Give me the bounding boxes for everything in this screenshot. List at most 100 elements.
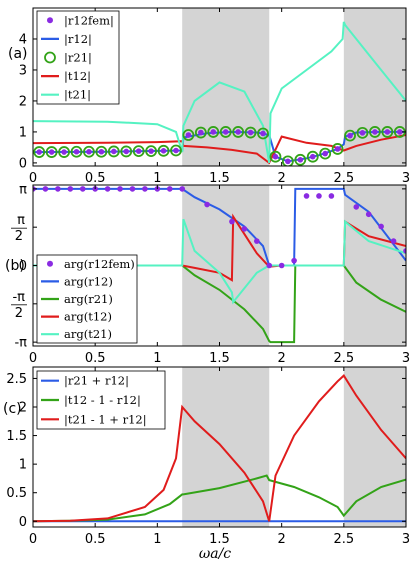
circle-marker — [281, 155, 294, 166]
y-tick-label: 4 — [19, 32, 27, 47]
fem-point — [198, 129, 204, 136]
circle-marker — [157, 144, 170, 157]
fem-point — [285, 158, 291, 165]
circle-marker — [306, 150, 319, 163]
circle-marker — [83, 145, 95, 158]
circle-marker — [194, 126, 207, 139]
fem-point — [272, 153, 279, 160]
y-tick-label: -π — [12, 290, 25, 305]
fem-point — [117, 186, 123, 192]
legend-label: |r12| — [64, 32, 92, 47]
legend-label: |t21| — [64, 88, 91, 103]
legend-label: arg(r12fem) — [64, 257, 135, 271]
fem-point — [316, 193, 322, 199]
y-tick-label: 2 — [15, 306, 23, 321]
fem-point — [55, 186, 61, 192]
legend: |r21 + r12| |t12 - 1 - r12| |t21 - 1 + r12… — [36, 370, 166, 430]
circle-marker — [170, 144, 182, 157]
x-tick-label: 1.5 — [209, 532, 230, 547]
legend-label: |r21| — [64, 51, 92, 66]
fem-point — [303, 193, 310, 199]
y-tick-label: π — [19, 182, 27, 197]
panel-a: 0 0.5 1 1.5 2 2.5 301234(a)|r12fem||r12||r21||… — [8, 7, 410, 186]
fem-point — [253, 238, 260, 244]
legend-swatch — [47, 260, 53, 267]
fem-point — [222, 129, 229, 135]
fem-point — [73, 148, 80, 155]
fem-point — [129, 186, 136, 192]
fem-point — [111, 148, 117, 155]
circle-marker — [294, 153, 307, 166]
y-tick-label: 2.5 — [6, 372, 27, 387]
circle-marker — [232, 126, 245, 138]
legend-label: |t12| — [64, 69, 91, 84]
x-tick-label: 1 — [153, 351, 161, 366]
x-tick-label: 0.5 — [85, 351, 106, 366]
fem-point — [384, 129, 391, 135]
legend-label: arg(t12) — [64, 310, 112, 324]
fem-point — [390, 238, 397, 244]
x-tick-label: 2.5 — [333, 351, 354, 366]
y-tick-label: 1.5 — [6, 429, 27, 444]
fem-point — [372, 129, 378, 135]
x-tick-label: 3 — [402, 171, 410, 186]
fem-point — [396, 129, 403, 135]
fem-point — [173, 147, 179, 154]
fem-point — [266, 262, 273, 269]
x-tick-label: 1.5 — [209, 351, 230, 366]
fem-point — [291, 257, 297, 264]
legend-label: |r12fem| — [64, 13, 114, 28]
fem-point — [353, 204, 360, 210]
y-tick-label: 2 — [19, 94, 27, 109]
x-tick-label: 0 — [29, 351, 37, 366]
y-tick-label: 1 — [19, 458, 27, 473]
y-tick-label: π — [17, 213, 25, 228]
fem-point — [347, 132, 353, 139]
y-tick-label: 0 — [19, 515, 27, 530]
circle-marker — [145, 145, 158, 158]
circle-marker — [381, 126, 394, 138]
series-line — [33, 218, 406, 305]
legend-label: |t21 - 1 + r12| — [64, 412, 147, 427]
x-tick-label: 1 — [153, 171, 161, 186]
fem-point — [179, 186, 185, 192]
fem-point — [328, 193, 335, 199]
fem-point — [378, 223, 384, 230]
x-tick-label: 2 — [278, 532, 286, 547]
x-axis-label: ωa/c — [199, 546, 231, 562]
x-tick-label: 3 — [402, 351, 410, 366]
circle-marker — [33, 146, 46, 158]
circle-marker — [331, 143, 344, 155]
panel-label: (a) — [8, 46, 28, 62]
y-tick-label: -π — [14, 336, 27, 351]
shaded-band — [182, 367, 270, 527]
circle-marker — [120, 145, 133, 158]
shaded-band — [343, 8, 406, 166]
fem-point — [123, 148, 130, 155]
series-line — [33, 374, 406, 523]
y-tick-label: 1 — [19, 125, 27, 140]
legend: arg(r12fem) arg(r12) arg(r21) arg(t12) arg(t… — [36, 254, 138, 344]
fem-point — [36, 149, 43, 155]
series-line — [33, 134, 406, 165]
x-tick-label: 2.5 — [333, 171, 354, 186]
fem-point — [185, 132, 192, 138]
circle-marker — [369, 126, 381, 138]
legend: |r12fem| |r12| |r21| |t12| |t21| — [36, 10, 120, 105]
circle-marker — [70, 145, 83, 158]
circle-marker — [95, 145, 108, 158]
x-tick-label: 2.5 — [333, 532, 354, 547]
fem-point — [86, 148, 92, 155]
series-line — [33, 21, 406, 164]
fem-point — [359, 130, 366, 136]
fem-point — [278, 262, 285, 269]
fem-point — [48, 149, 55, 155]
legend-swatch — [47, 17, 53, 24]
shaded-band — [182, 8, 270, 166]
fem-point — [148, 148, 154, 154]
x-tick-label: 2 — [278, 171, 286, 186]
fem-point — [98, 148, 105, 155]
y-tick-label: 2 — [19, 401, 27, 416]
circle-marker — [356, 126, 369, 139]
